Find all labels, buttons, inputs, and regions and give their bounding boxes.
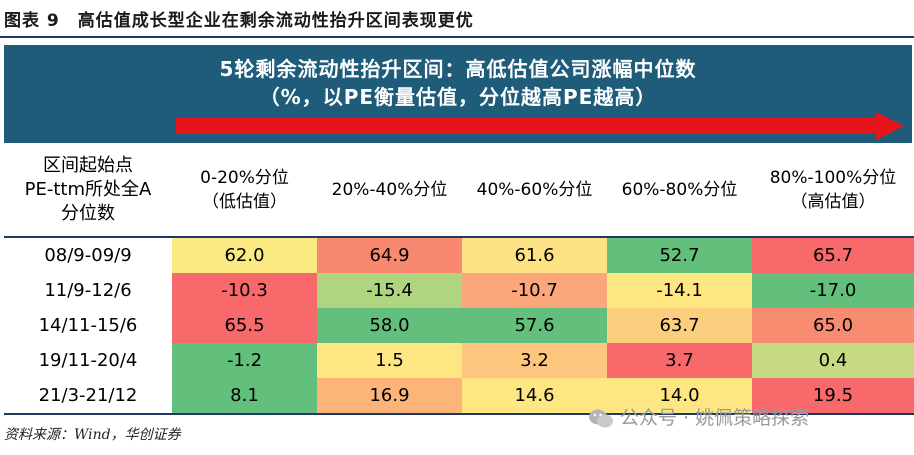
row-label: 08/9-09/9: [4, 236, 172, 273]
wechat-icon: [589, 409, 613, 427]
heatmap-cell: -14.1: [607, 273, 752, 308]
heatmap-cell: -17.0: [752, 273, 914, 308]
heatmap-cell: 16.9: [317, 378, 462, 415]
heatmap-cell: 65.7: [752, 236, 914, 273]
heatmap-cell: 58.0: [317, 308, 462, 343]
chart-subtitle: （%，以PE衡量估值，分位越高PE越高）: [259, 85, 657, 109]
column-header-label: 60%-80%分位: [621, 179, 738, 200]
heatmap-cell: 19.5: [752, 378, 914, 415]
row-header-title-line: 分位数: [61, 202, 115, 224]
column-header-80-100: 80%-100%分位 （高估值）: [752, 143, 914, 237]
header-row: 区间起始点 PE-ttm所处全A 分位数 0-20%分位 （低估值） 20%-4…: [4, 143, 914, 237]
column-header-20-40: 20%-40%分位: [317, 143, 462, 237]
heatmap-cell: 65.0: [752, 308, 914, 343]
chart-title: 5轮剩余流动性抬升区间：高低估值公司涨幅中位数: [219, 57, 697, 81]
column-header-note: （低估值）: [202, 191, 287, 212]
column-header-60-80: 60%-80%分位: [607, 143, 752, 237]
watermark-text: 公众号 · 姚佩策略探索: [620, 407, 810, 429]
heatmap-cell: 14.0: [607, 378, 752, 415]
heatmap-cell: 63.7: [607, 308, 752, 343]
heatmap-cell: -10.7: [462, 273, 607, 308]
figure-title: 图表 9 高估值成长型企业在剩余流动性抬升区间表现更优: [4, 11, 474, 31]
column-header-label: 80%-100%分位: [769, 167, 897, 188]
column-header-note: （高估值）: [790, 191, 876, 212]
table-row: 21/3-21/12 8.1 16.9 14.6 14.0 19.5: [4, 378, 914, 415]
column-header-label: 0-20%分位: [200, 167, 289, 188]
table-row: 08/9-09/9 62.0 64.9 61.6 52.7 65.7: [4, 236, 914, 273]
heatmap-cell: 3.2: [462, 343, 607, 378]
column-header-label: 20%-40%分位: [331, 179, 448, 200]
row-label: 11/9-12/6: [44, 280, 132, 301]
heatmap-cell: 65.5: [172, 308, 317, 343]
row-label: 19/11-20/4: [38, 350, 138, 371]
heatmap-cell: 0.4: [752, 343, 914, 378]
row-header-title: 区间起始点 PE-ttm所处全A 分位数: [4, 143, 172, 237]
heatmap-cell: 61.6: [462, 236, 607, 273]
heatmap-cell: -1.2: [172, 343, 317, 378]
row-header-title-line: 区间起始点: [43, 154, 133, 176]
heatmap-cell: 64.9: [317, 236, 462, 273]
title-rule: [0, 36, 914, 38]
table-row: 14/11-15/6 65.5 58.0 57.6 63.7 65.0: [4, 308, 914, 343]
heatmap-body: 08/9-09/9 62.0 64.9 61.6 52.7 65.7 11/9-12/6 -1…: [4, 236, 914, 415]
heatmap-cell: -15.4: [317, 273, 462, 308]
column-header-40-60: 40%-60%分位: [462, 143, 607, 237]
heatmap-cell: 3.7: [607, 343, 752, 378]
heatmap-cell: 57.6: [462, 308, 607, 343]
source-note: 资料来源：Wind，华创证券: [4, 427, 181, 443]
column-header-label: 40%-60%分位: [476, 179, 593, 200]
heatmap-cell: 8.1: [172, 378, 317, 415]
heatmap-table: 区间起始点 PE-ttm所处全A 分位数 0-20%分位 （低估值） 20%-4…: [4, 143, 914, 415]
heatmap-cell: -10.3: [172, 273, 317, 308]
watermark: 公众号 · 姚佩策略探索: [588, 403, 809, 430]
heatmap-cell: 14.6: [462, 378, 607, 415]
row-label: 21/3-21/12: [4, 378, 172, 415]
heatmap-cell: 52.7: [607, 236, 752, 273]
row-header-title-line: PE-ttm所处全A: [24, 178, 152, 200]
heatmap-cell: 62.0: [172, 236, 317, 273]
valuation-direction-arrow: [176, 112, 904, 140]
table-row: 19/11-20/4 -1.2 1.5 3.2 3.7 0.4: [4, 343, 914, 378]
table-row: 11/9-12/6 -10.3 -15.4 -10.7 -14.1 -17.0: [4, 273, 914, 308]
row-label: 14/11-15/6: [38, 315, 138, 336]
heatmap-cell: 1.5: [317, 343, 462, 378]
column-header-0-20: 0-20%分位 （低估值）: [172, 143, 317, 237]
